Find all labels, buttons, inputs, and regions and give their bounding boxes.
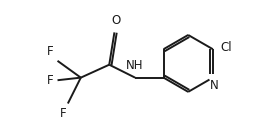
Text: Cl: Cl	[220, 41, 232, 54]
Text: O: O	[111, 14, 120, 27]
Text: F: F	[47, 74, 54, 87]
Text: NH: NH	[126, 59, 144, 72]
Text: F: F	[47, 45, 54, 58]
Text: N: N	[210, 79, 218, 92]
Text: F: F	[60, 107, 67, 120]
